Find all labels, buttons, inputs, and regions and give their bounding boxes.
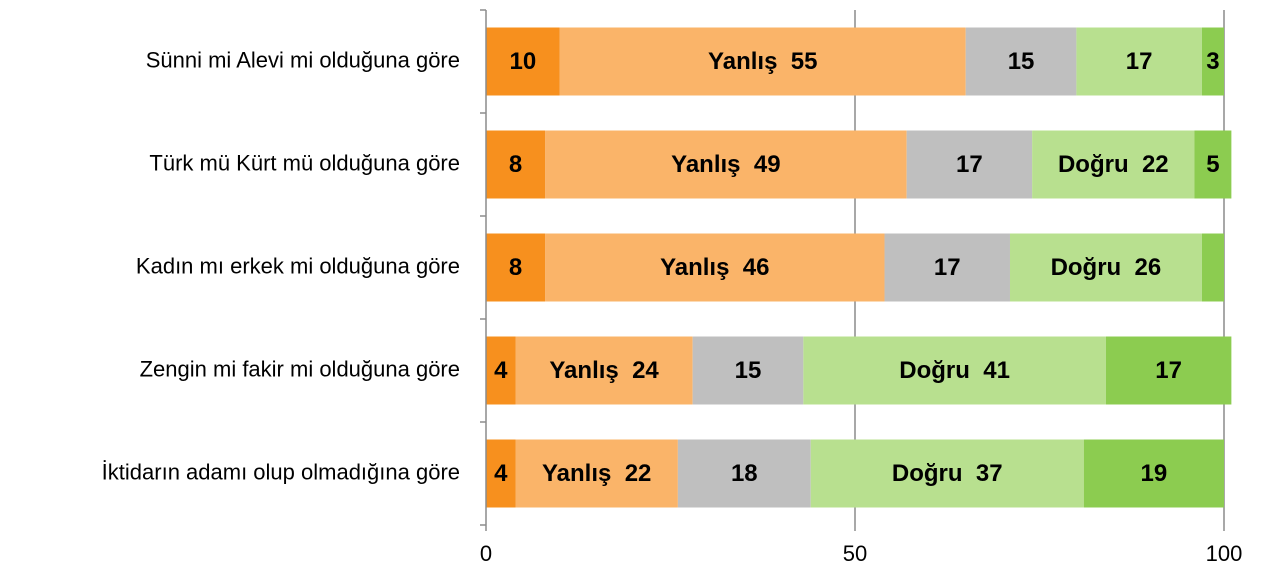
bar-segment xyxy=(1083,439,1224,508)
data-label: Yanlış 24 xyxy=(549,357,659,384)
data-label: Yanlış 46 xyxy=(660,254,769,281)
bar-segment xyxy=(486,439,516,508)
bar-segment xyxy=(810,439,1084,508)
data-label: 4 xyxy=(494,460,508,487)
bar-segment xyxy=(1076,27,1202,96)
data-label: Doğru 26 xyxy=(1051,254,1162,281)
bar-segment xyxy=(486,233,546,302)
data-label: 15 xyxy=(735,357,762,384)
x-tick-label: 0 xyxy=(480,541,492,566)
bar-segment xyxy=(692,336,804,405)
data-label: 17 xyxy=(1126,48,1153,75)
data-label: Doğru 37 xyxy=(892,460,1003,487)
data-label: 5 xyxy=(1206,151,1219,178)
data-label: Yanlış 22 xyxy=(542,460,651,487)
data-label: Doğru 41 xyxy=(899,357,1010,384)
bar-segment xyxy=(486,130,546,199)
bar-segment xyxy=(1105,336,1232,405)
bar-segment xyxy=(545,130,907,199)
bar-segment xyxy=(1032,130,1195,199)
data-label: 10 xyxy=(510,48,537,75)
category-label: Türk mü Kürt mü olduğuna göre xyxy=(149,150,460,175)
bar-segment xyxy=(545,233,885,302)
category-label: Zengin mi fakir mi olduğuna göre xyxy=(140,356,460,381)
bar-segment xyxy=(486,27,560,96)
data-label: 8 xyxy=(509,151,522,178)
bar-segment xyxy=(803,336,1106,405)
data-label: 17 xyxy=(934,254,961,281)
bar-segment xyxy=(965,27,1077,96)
bar-segment xyxy=(515,439,678,508)
data-label: 4 xyxy=(494,357,508,384)
data-label: 19 xyxy=(1141,460,1168,487)
bar-segment xyxy=(906,130,1033,199)
data-label: Doğru 22 xyxy=(1058,151,1169,178)
data-label: 8 xyxy=(509,254,522,281)
data-label: 17 xyxy=(1155,357,1182,384)
category-label: Kadın mı erkek mi olduğuna göre xyxy=(136,253,460,278)
bar-segment xyxy=(559,27,966,96)
data-label: 15 xyxy=(1008,48,1035,75)
bar-segment xyxy=(884,233,1010,302)
bar-segment xyxy=(677,439,811,508)
category-label: İktidarın adamı olup olmadığına göre xyxy=(102,459,460,484)
bar-segment xyxy=(1201,233,1224,302)
bar-segment xyxy=(1194,130,1232,199)
bar-segment xyxy=(515,336,693,405)
x-tick-label: 100 xyxy=(1206,541,1243,566)
bar-segment xyxy=(486,336,516,405)
x-tick-label: 50 xyxy=(843,541,867,566)
data-label: 18 xyxy=(731,460,758,487)
bar-segment xyxy=(1201,27,1224,96)
data-label: 3 xyxy=(1206,48,1219,75)
data-label: 17 xyxy=(956,151,983,178)
bar-segment xyxy=(1009,233,1202,302)
data-label: Yanlış 55 xyxy=(708,48,817,75)
category-label: Sünni mi Alevi mi olduğuna göre xyxy=(146,47,460,72)
data-label: Yanlış 49 xyxy=(671,151,780,178)
